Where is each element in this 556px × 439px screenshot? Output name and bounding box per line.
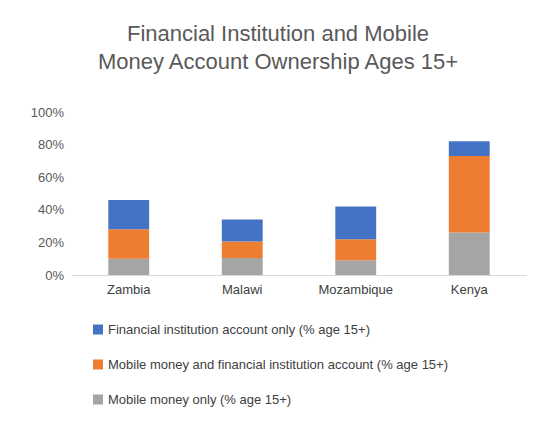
svg-text:Financial Institution and Mobi: Financial Institution and Mobile [127, 21, 429, 46]
svg-text:80%: 80% [38, 137, 64, 152]
svg-text:Mozambique: Mozambique [319, 282, 393, 297]
svg-text:Mobile money and financial ins: Mobile money and financial institution a… [108, 357, 448, 372]
svg-text:20%: 20% [38, 235, 64, 250]
svg-text:0%: 0% [45, 268, 64, 283]
svg-text:Financial institution account: Financial institution account only (% ag… [108, 322, 370, 337]
svg-text:100%: 100% [31, 105, 65, 120]
svg-text:40%: 40% [38, 202, 64, 217]
svg-text:Mobile money only (% age 15+): Mobile money only (% age 15+) [108, 392, 291, 407]
svg-text:Kenya: Kenya [451, 282, 489, 297]
svg-text:60%: 60% [38, 170, 64, 185]
svg-text:Money Account Ownership Ages 1: Money Account Ownership Ages 15+ [98, 49, 458, 74]
svg-text:Malawi: Malawi [222, 282, 263, 297]
svg-text:Zambia: Zambia [107, 282, 151, 297]
